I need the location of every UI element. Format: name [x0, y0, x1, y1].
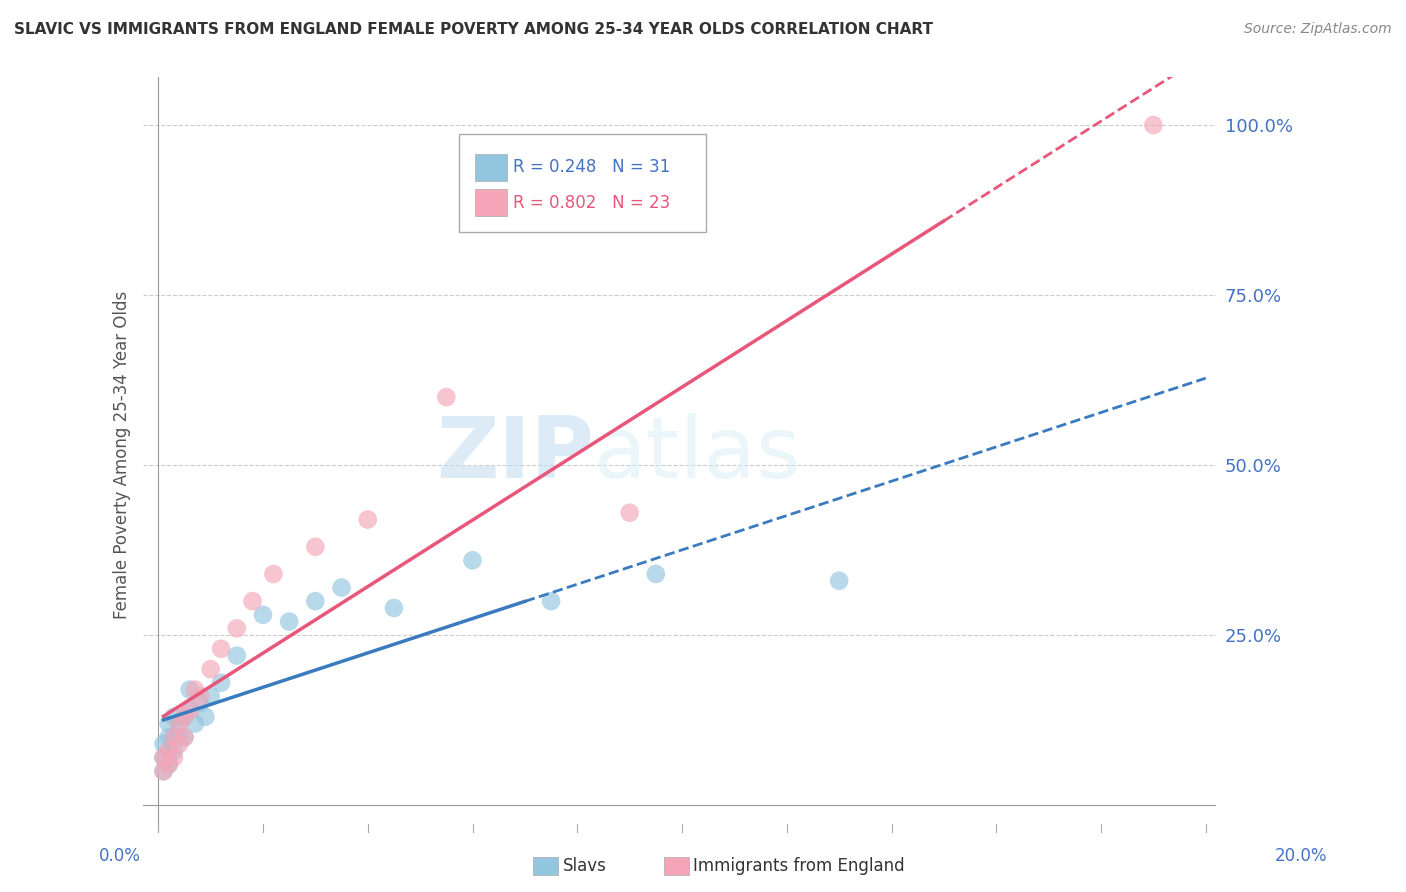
- Point: [157, 744, 180, 758]
- Text: Immigrants from England: Immigrants from England: [693, 857, 905, 875]
- Point: [157, 757, 180, 772]
- Point: [152, 764, 174, 779]
- Point: [330, 581, 353, 595]
- FancyBboxPatch shape: [460, 134, 706, 232]
- Point: [188, 696, 211, 710]
- Text: SLAVIC VS IMMIGRANTS FROM ENGLAND FEMALE POVERTY AMONG 25-34 YEAR OLDS CORRELATI: SLAVIC VS IMMIGRANTS FROM ENGLAND FEMALE…: [14, 22, 934, 37]
- Point: [163, 730, 186, 744]
- Point: [179, 682, 201, 697]
- Point: [152, 750, 174, 764]
- Point: [167, 730, 190, 744]
- Point: [152, 764, 174, 779]
- Text: 0.0%: 0.0%: [98, 847, 141, 864]
- Point: [152, 737, 174, 751]
- Point: [173, 730, 195, 744]
- Point: [184, 716, 207, 731]
- Point: [167, 737, 190, 751]
- Point: [242, 594, 264, 608]
- Point: [152, 750, 174, 764]
- FancyBboxPatch shape: [475, 153, 506, 181]
- Point: [619, 506, 641, 520]
- Point: [173, 710, 195, 724]
- Y-axis label: Female Poverty Among 25-34 Year Olds: Female Poverty Among 25-34 Year Olds: [114, 291, 131, 619]
- Point: [194, 710, 217, 724]
- Point: [163, 750, 186, 764]
- Text: ZIP: ZIP: [436, 413, 593, 497]
- Point: [157, 744, 180, 758]
- Point: [200, 662, 222, 676]
- Text: Source: ZipAtlas.com: Source: ZipAtlas.com: [1244, 22, 1392, 37]
- Text: R = 0.802   N = 23: R = 0.802 N = 23: [513, 194, 671, 211]
- Point: [357, 512, 380, 526]
- Point: [209, 641, 232, 656]
- Point: [263, 566, 285, 581]
- Point: [644, 566, 666, 581]
- Point: [1142, 118, 1164, 132]
- Point: [304, 594, 326, 608]
- Point: [200, 690, 222, 704]
- Point: [382, 601, 405, 615]
- Point: [163, 744, 186, 758]
- Point: [252, 607, 274, 622]
- Text: atlas: atlas: [593, 413, 801, 497]
- Point: [163, 710, 186, 724]
- Point: [179, 703, 201, 717]
- Point: [157, 757, 180, 772]
- Point: [157, 730, 180, 744]
- Point: [167, 716, 190, 731]
- Point: [209, 675, 232, 690]
- Text: R = 0.248   N = 31: R = 0.248 N = 31: [513, 158, 671, 177]
- Point: [540, 594, 562, 608]
- Text: 20.0%: 20.0%: [1274, 847, 1327, 864]
- Point: [184, 682, 207, 697]
- Point: [304, 540, 326, 554]
- Point: [278, 615, 301, 629]
- Point: [163, 730, 186, 744]
- Point: [157, 716, 180, 731]
- Point: [828, 574, 851, 588]
- Point: [188, 690, 211, 704]
- Point: [461, 553, 484, 567]
- Point: [179, 703, 201, 717]
- Point: [173, 730, 195, 744]
- Text: Slavs: Slavs: [562, 857, 606, 875]
- Point: [167, 716, 190, 731]
- Point: [225, 621, 247, 635]
- Point: [225, 648, 247, 663]
- FancyBboxPatch shape: [475, 189, 506, 217]
- Point: [173, 710, 195, 724]
- Point: [434, 390, 457, 404]
